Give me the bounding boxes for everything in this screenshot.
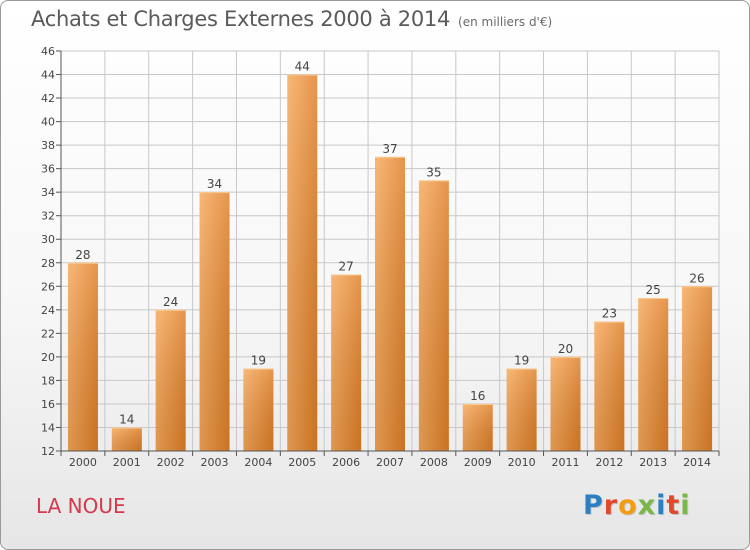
chart-title-unit: (en milliers d'€) [458, 15, 553, 29]
bar-shade-2002 [155, 309, 186, 451]
bar-shade-2012 [594, 321, 625, 451]
y-tick-label: 30 [41, 233, 55, 246]
y-tick-label: 40 [41, 116, 55, 129]
x-tick-label: 2011 [551, 456, 579, 469]
logo-letter: r [603, 490, 619, 521]
data-label-2013: 25 [646, 283, 661, 297]
data-label-2009: 16 [470, 389, 485, 403]
y-tick-label: 18 [41, 374, 55, 387]
x-tick-label: 2012 [595, 456, 623, 469]
data-label-2003: 34 [207, 177, 222, 191]
labels-layer: 28 14 24 34 19 44 27 37 35 16 19 20 23 25 26 [75, 60, 704, 427]
data-label-2002: 24 [163, 295, 178, 309]
bar-shade-2003 [199, 192, 230, 452]
data-label-2008: 35 [426, 165, 441, 179]
x-tick-label: 2004 [244, 456, 272, 469]
x-tick-label: 2007 [376, 456, 404, 469]
bar-shade-2009 [462, 403, 493, 451]
logo-letter: t [666, 490, 681, 521]
y-tick-label: 36 [41, 163, 55, 176]
y-tick-label: 12 [41, 445, 55, 458]
logo-letter: i [680, 490, 691, 521]
data-label-2011: 20 [558, 342, 573, 356]
bar-shade-2007 [375, 156, 405, 451]
place-name: LA NOUE [36, 494, 126, 518]
x-tick-label: 2002 [157, 456, 185, 469]
bar-shade-2000 [67, 262, 98, 451]
y-tick-label: 16 [41, 398, 55, 411]
x-tick-label: 2003 [201, 456, 229, 469]
bar-shade-2005 [287, 74, 318, 451]
data-label-2000: 28 [75, 248, 90, 262]
logo-letter: x [637, 490, 657, 521]
data-label-2012: 23 [602, 307, 617, 321]
x-tick-label: 2006 [332, 456, 360, 469]
y-tick-label: 44 [41, 69, 55, 82]
data-label-2004: 19 [251, 354, 266, 368]
y-tick-label: 46 [41, 45, 55, 58]
logo-letter: o [618, 490, 638, 521]
x-tick-label: 2000 [69, 456, 97, 469]
data-label-2010: 19 [514, 354, 529, 368]
bar-shade-2006 [331, 274, 362, 451]
data-label-2006: 27 [338, 260, 353, 274]
x-tick-label: 2010 [508, 456, 536, 469]
proxiti-logo: Proxiti [583, 490, 691, 521]
y-tick-label: 22 [41, 327, 55, 340]
logo-letter: i [656, 490, 667, 521]
bars-layer [67, 74, 713, 452]
data-label-2001: 14 [119, 412, 134, 426]
chart-title-text: Achats et Charges Externes 2000 à 2014 [31, 7, 451, 31]
y-tick-label: 38 [41, 139, 55, 152]
data-label-2005: 44 [295, 60, 310, 74]
y-tick-label: 20 [41, 351, 55, 364]
y-tick-label: 26 [41, 280, 55, 293]
y-tick-label: 14 [41, 421, 55, 434]
data-label-2014: 26 [689, 271, 704, 285]
y-tick-label: 28 [41, 257, 55, 270]
axis-layer: 12 14 16 18 20 22 24 26 28 30 32 34 36 38 40 42 44 46 2000… [41, 45, 720, 469]
data-label-2007: 37 [382, 142, 397, 156]
bar-shade-2014 [682, 286, 713, 451]
bar-shade-2004 [243, 368, 274, 451]
bar-shade-2001 [111, 427, 142, 451]
bar-shade-2013 [638, 298, 669, 451]
bar-shade-2010 [506, 368, 537, 451]
x-tick-label: 2001 [113, 456, 141, 469]
x-tick-label: 2014 [683, 456, 711, 469]
logo-letter: P [583, 490, 604, 521]
chart-title: Achats et Charges Externes 2000 à 2014 (e… [31, 7, 552, 31]
x-tick-label: 2005 [288, 456, 316, 469]
y-tick-label: 34 [41, 186, 55, 199]
y-tick-label: 42 [41, 92, 55, 105]
y-tick-label: 24 [41, 304, 55, 317]
bar-shade-2011 [550, 356, 581, 451]
bar-shade-2008 [418, 180, 449, 452]
y-tick-label: 32 [41, 210, 55, 223]
x-tick-label: 2009 [464, 456, 492, 469]
x-tick-label: 2013 [639, 456, 667, 469]
x-tick-label: 2008 [420, 456, 448, 469]
